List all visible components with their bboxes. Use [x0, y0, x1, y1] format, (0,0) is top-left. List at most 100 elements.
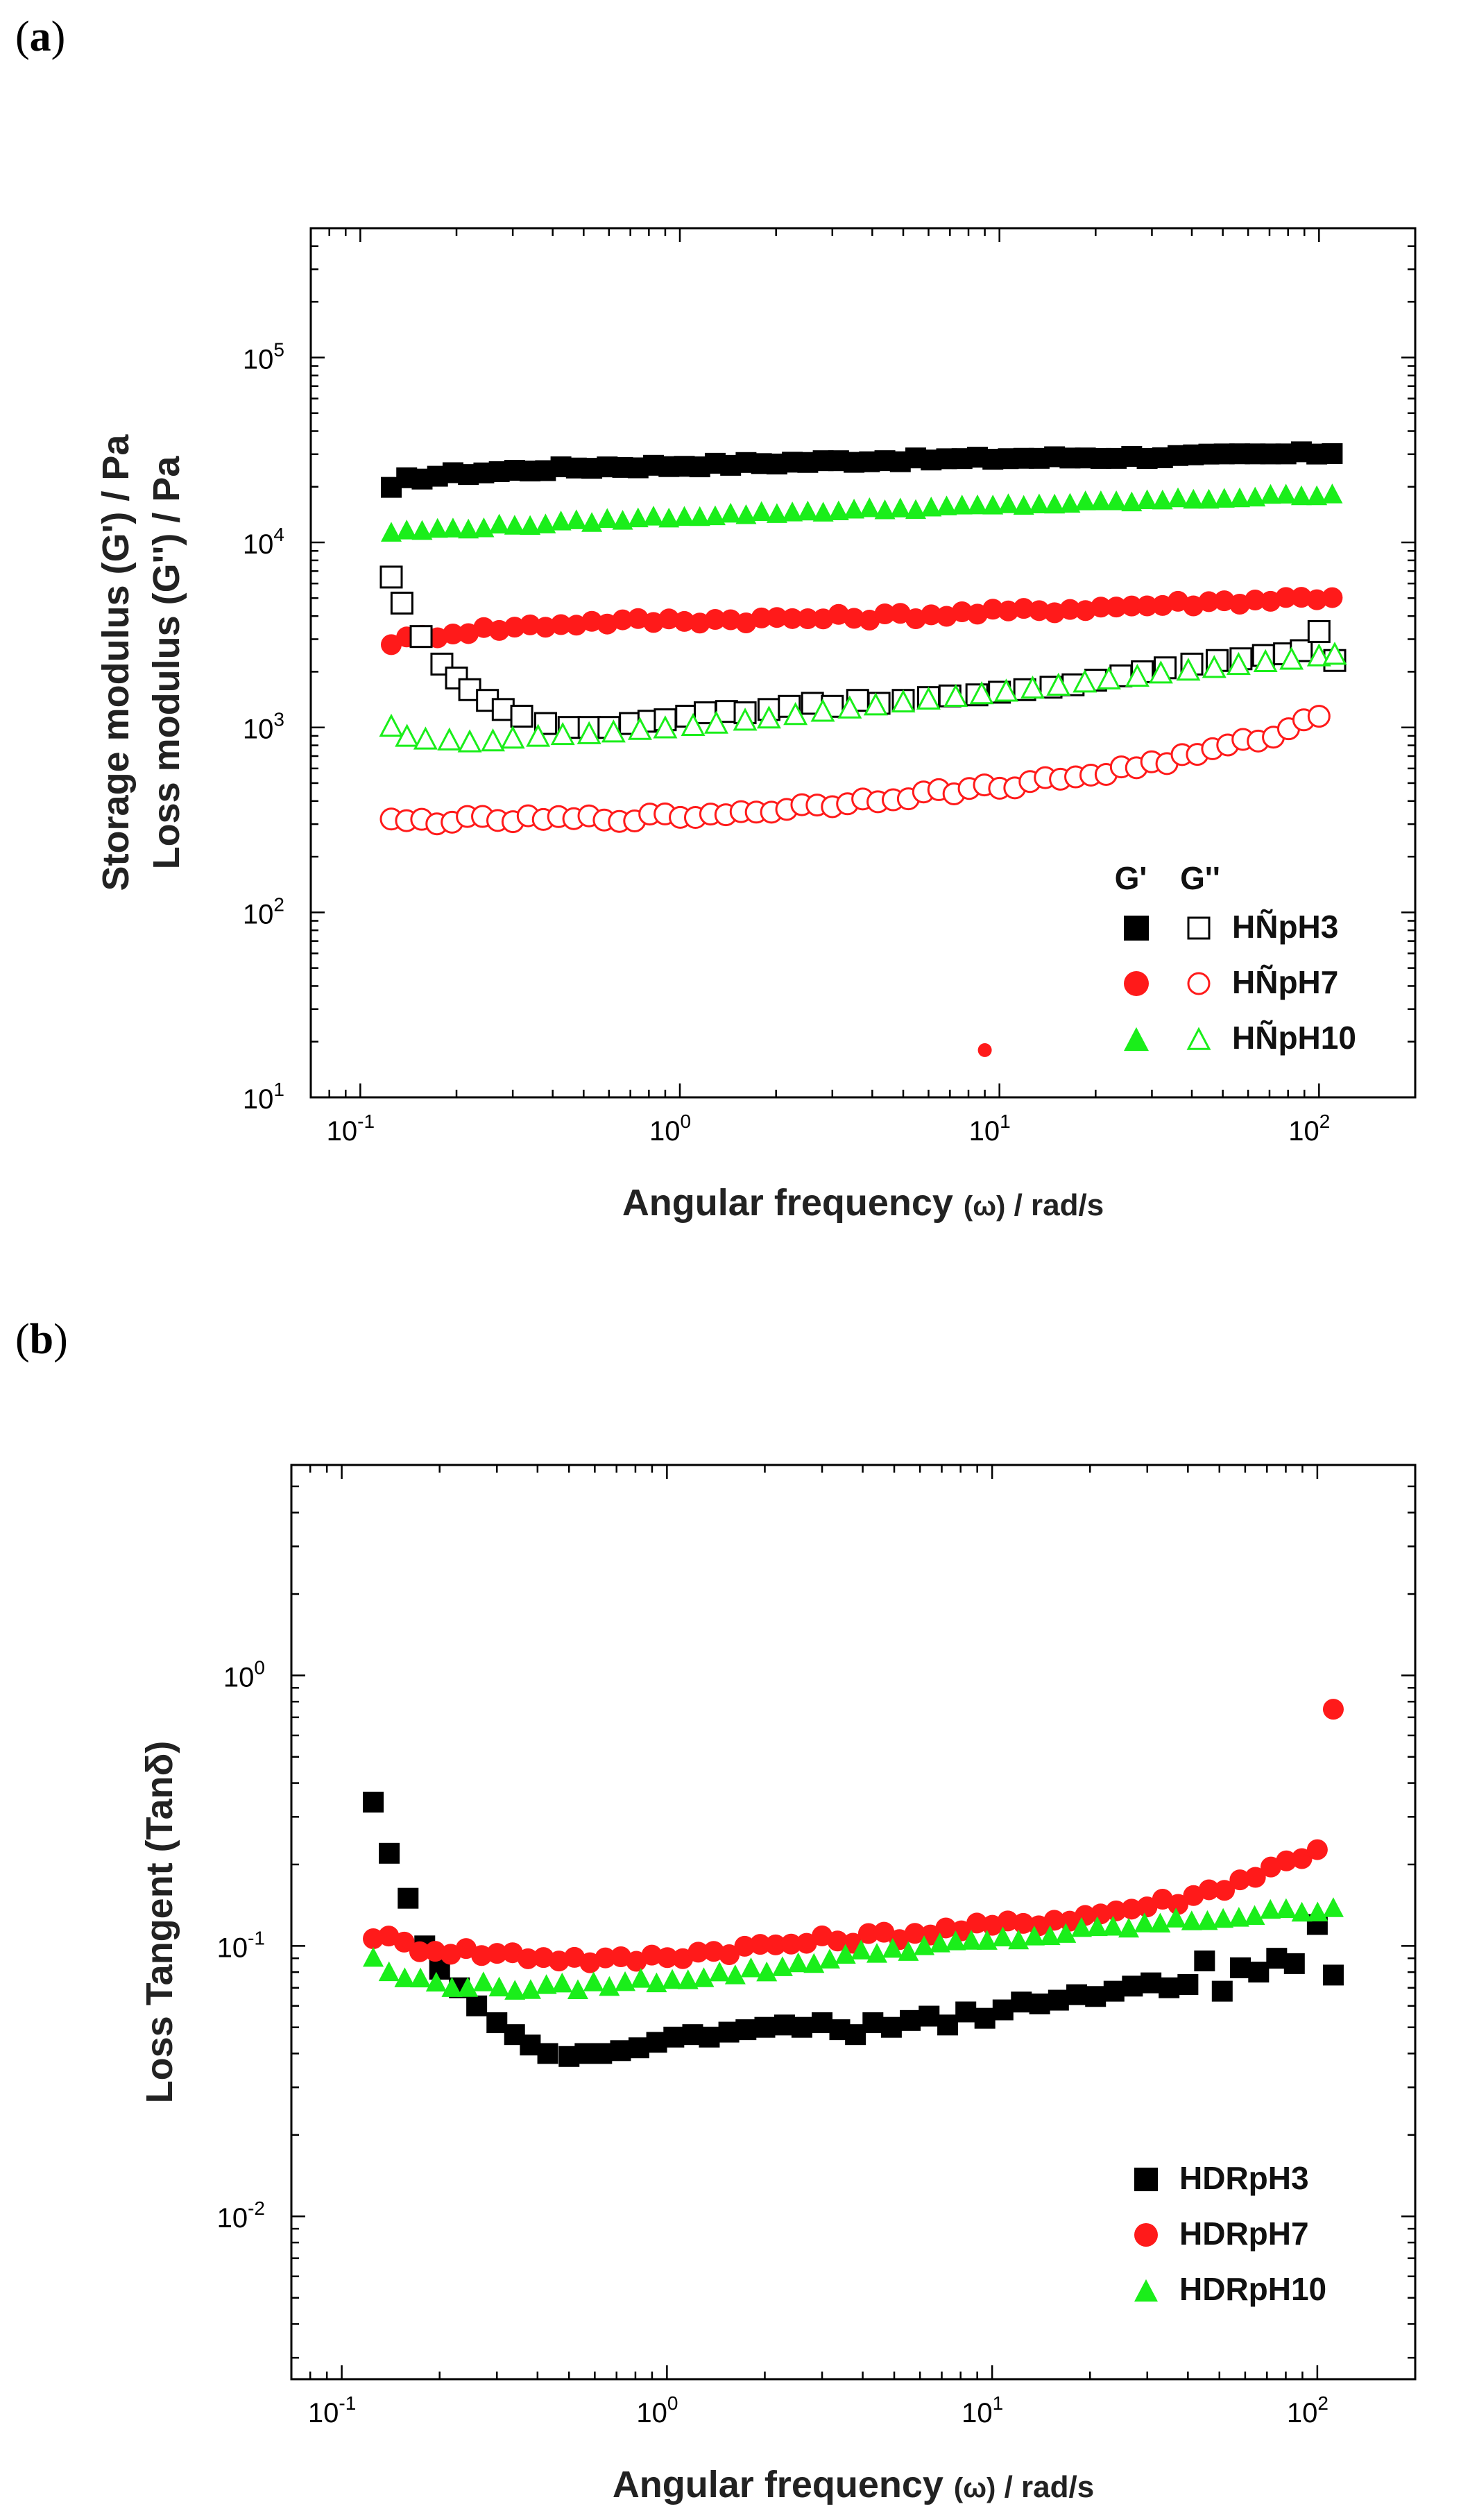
data-point — [526, 723, 551, 747]
data-point — [916, 686, 941, 710]
data-point — [709, 1961, 730, 1982]
data-point — [1213, 488, 1235, 508]
data-point — [1307, 705, 1331, 728]
data-point — [591, 2043, 613, 2064]
data-point — [674, 610, 695, 632]
data-point — [1306, 1839, 1328, 1860]
data-point — [1028, 600, 1050, 622]
data-point — [1090, 490, 1111, 511]
data-point — [919, 2005, 940, 2027]
data-point — [1275, 587, 1297, 608]
data-point — [751, 607, 772, 628]
data-point — [409, 1941, 430, 1962]
data-point — [410, 1967, 432, 1988]
chart-b-loss-tangent: 10-1 100 101 102 10-2 10-1 100 Angular frequenc… — [139, 1464, 1417, 2505]
legend: HDRpH3 HDRpH7 HDRpH10 — [1134, 2160, 1326, 2307]
data-point — [396, 520, 418, 540]
x-tick-label: 101 — [962, 2392, 1003, 2428]
data-point — [1306, 485, 1328, 506]
data-point — [951, 601, 973, 623]
data-point — [599, 1975, 620, 1996]
data-point — [1106, 490, 1127, 511]
data-point — [597, 508, 618, 528]
data-point — [969, 680, 994, 705]
data-point — [900, 2009, 921, 2031]
data-point — [797, 608, 819, 630]
data-point — [993, 678, 1018, 702]
legend-label: HDRpH7 — [1179, 2215, 1309, 2252]
data-point — [1055, 1923, 1077, 1943]
x-axis-ticks — [309, 228, 1417, 1097]
legend-marker-open — [1187, 972, 1211, 995]
data-point — [756, 1961, 778, 1982]
data-point — [693, 1967, 715, 1987]
data-point — [533, 712, 557, 735]
data-point — [504, 1980, 526, 2000]
data-point — [866, 1943, 888, 1963]
legend-marker — [1134, 2168, 1158, 2191]
data-point — [1275, 483, 1297, 504]
x-tick-label: 101 — [969, 1111, 1011, 1147]
data-point — [363, 1928, 384, 1950]
data-point — [378, 1961, 400, 1982]
data-point — [491, 698, 515, 721]
data-point — [828, 500, 849, 520]
data-point — [961, 1930, 982, 1950]
legend-label: HDRpH3 — [1179, 2160, 1309, 2196]
data-point — [363, 1792, 384, 1813]
data-point — [844, 608, 865, 629]
data-point — [998, 600, 1019, 622]
data-point — [1322, 1699, 1344, 1720]
data-point — [601, 719, 626, 743]
data-point — [1213, 1908, 1234, 1928]
data-point — [699, 2026, 720, 2048]
legend-marker-filled — [1124, 1027, 1149, 1052]
data-point — [535, 513, 556, 533]
data-point — [550, 614, 572, 635]
series-hdrph7 — [363, 1699, 1344, 1973]
data-point — [1198, 488, 1220, 509]
data-point — [550, 721, 575, 746]
data-point — [628, 2037, 649, 2059]
data-point — [473, 617, 495, 638]
data-point — [862, 2012, 884, 2034]
data-point — [837, 695, 862, 719]
data-point — [1066, 1984, 1088, 2005]
data-point — [1283, 1953, 1305, 1974]
y-axis-title: Loss Tangent (Tanδ) — [139, 1741, 180, 2104]
data-point — [751, 501, 772, 522]
data-point — [472, 1971, 494, 1991]
data-point — [442, 624, 463, 645]
data-point — [643, 506, 665, 526]
data-point — [1177, 1973, 1199, 1995]
data-point — [982, 495, 1004, 515]
legend-header-filled: G' — [1115, 860, 1147, 896]
data-point — [687, 1942, 709, 1963]
data-point — [921, 497, 942, 517]
data-point — [394, 1967, 416, 1987]
data-point — [754, 2016, 776, 2038]
data-point — [936, 495, 957, 515]
data-point — [863, 692, 888, 716]
data-point — [992, 1926, 1014, 1946]
data-point — [880, 2016, 902, 2038]
data-point — [704, 505, 726, 526]
y-tick-label: 100 — [223, 1656, 265, 1692]
data-point — [641, 1944, 663, 1966]
data-point — [1121, 595, 1143, 617]
data-point — [486, 2012, 508, 2034]
data-point — [1125, 663, 1150, 687]
series-h-ph7-g- — [380, 587, 1343, 655]
data-point — [395, 723, 420, 747]
data-point — [1028, 493, 1050, 513]
data-points — [363, 1699, 1344, 2067]
data-point — [425, 1971, 447, 1992]
data-point — [1106, 597, 1127, 618]
data-point — [810, 698, 835, 722]
data-point — [1168, 1894, 1189, 1915]
data-point — [756, 705, 781, 729]
data-point — [904, 1923, 925, 1944]
data-point — [719, 1944, 740, 1966]
data-point — [724, 1964, 746, 1985]
plot-frame — [309, 227, 1417, 1099]
